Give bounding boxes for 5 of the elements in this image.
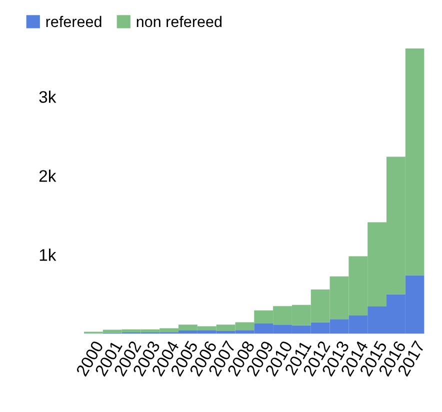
legend-label: non refereed (136, 16, 222, 28)
legend-label: refereed (46, 16, 102, 28)
y-tick-label: 3k (39, 90, 56, 103)
y-tick-label: 1k (40, 248, 56, 261)
y-tick-label: 2k (39, 170, 56, 182)
